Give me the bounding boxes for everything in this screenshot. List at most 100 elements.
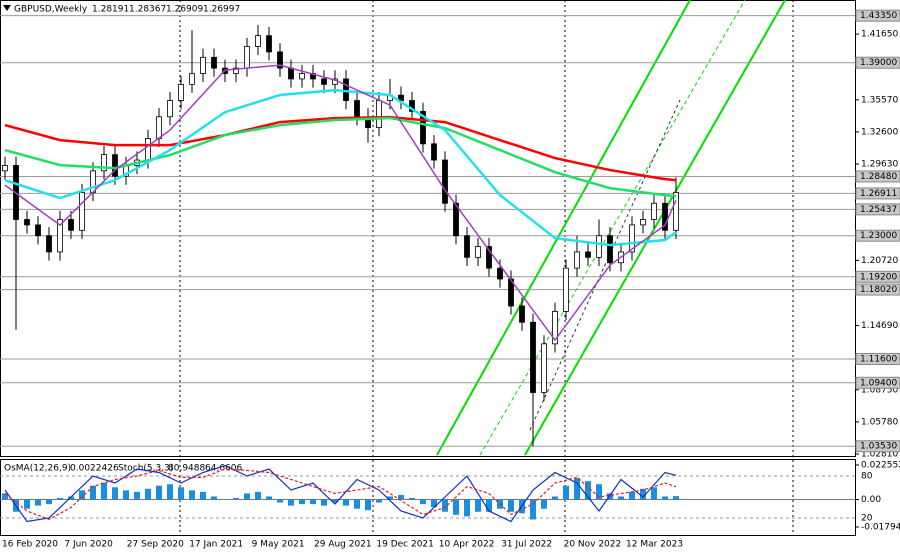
osma-bar [563,485,569,500]
candle-body [409,100,415,112]
candle-body [651,202,657,220]
candle-body [475,246,481,258]
y-tick-label: 1.41650 [861,30,898,40]
osma-bar [508,499,514,512]
level-label-box [855,229,900,242]
candle-body [376,100,382,128]
level-label-box [855,9,900,22]
osma-bar [640,488,646,500]
osma-bar [574,478,580,500]
osma-bar [464,499,470,517]
osma-bar [244,493,250,500]
level-label-box [855,187,900,200]
y-tick-label: 1.20720 [861,256,898,266]
osma-bar [442,499,448,512]
candle-body [68,219,74,231]
osma-bar [156,485,162,500]
level-label-box [855,440,900,453]
x-tick-label: 27 Sep 2020 [127,540,184,550]
candle-body [145,138,151,161]
candle-body [211,56,217,69]
osma-bar [255,491,261,500]
osma-bar [211,496,217,500]
osma-bar [376,499,382,503]
osma-bar [475,499,481,512]
candle-body [398,94,404,101]
osma-bar [24,499,30,509]
candle-body [321,78,327,85]
osma-tick-label: 0.00 [861,495,881,505]
level-label: 1.19200 [860,272,897,282]
candle-body [156,116,162,139]
osma-bar [409,497,415,500]
stoch-main [4,464,677,523]
osma-bar [123,490,129,500]
stoch-tick-label: 80 [861,472,873,482]
level-label: 1.28480 [860,172,897,182]
x-tick-label: 9 May 2021 [252,540,305,550]
osma-bar [607,493,613,500]
candle-body [90,170,96,193]
candle-body [486,246,492,269]
level-label-box [855,203,900,216]
candle-body [266,35,272,53]
osma-bar [222,499,228,501]
stoch-main-value: 80.9488 [168,464,205,474]
osma-bar [310,499,316,505]
level-label: 1.39000 [860,58,897,68]
level-label-box [855,56,900,69]
candle-body [420,110,426,145]
candle-body [497,267,503,280]
osma-bar [629,491,635,500]
osma-bar [178,487,184,500]
candle-body [189,73,195,85]
osma-bar [288,499,294,506]
osma-bar [618,496,624,500]
candle-body [541,343,547,393]
y-tick-label: 1.08750 [861,385,898,395]
level-label: 1.09400 [860,378,897,388]
channel-line [524,0,786,456]
candle-body [629,224,635,253]
level-label-box [855,170,900,183]
x-tick-label: 10 Apr 2022 [439,540,495,550]
candle-body [299,73,305,80]
channel-line [436,0,691,456]
quote-open: 1.28191 [92,5,129,15]
y-tick-label: 1.32600 [861,127,898,137]
candle-body [453,202,459,237]
candle-body [607,235,613,264]
osma-bar [321,499,327,506]
x-tick-label: 7 Jun 2020 [64,540,113,550]
candle-body [24,219,30,226]
y-tick-label: 1.35570 [861,95,898,105]
candle-body [442,159,448,204]
level-label-box [855,270,900,283]
osma-bar [101,482,107,500]
level-label: 1.11600 [860,354,897,364]
x-tick-label: 29 Aug 2021 [314,540,372,550]
osma-bar [46,499,52,505]
osma-bar [167,484,173,500]
osma-bar [651,487,657,500]
candle-body [640,219,646,226]
candle-body [233,67,239,74]
level-label: 1.18020 [860,285,897,295]
stoch-name: Stoch(5,3,3) [118,464,173,474]
channel-mid-line [479,0,746,456]
osma-bar [189,490,195,500]
level-label: 1.03530 [860,442,897,452]
osma-bar [57,497,63,500]
osma-bar [420,499,426,505]
candle-body [354,100,360,118]
osma-name: OsMA(12,26,9) [4,464,71,474]
indicator-frame [0,459,856,536]
candle-body [519,305,525,323]
candle-body [178,83,184,101]
osma-bar [662,496,668,500]
osma-bar [332,499,338,503]
moving-average [4,64,677,342]
level-label-box [855,376,900,389]
